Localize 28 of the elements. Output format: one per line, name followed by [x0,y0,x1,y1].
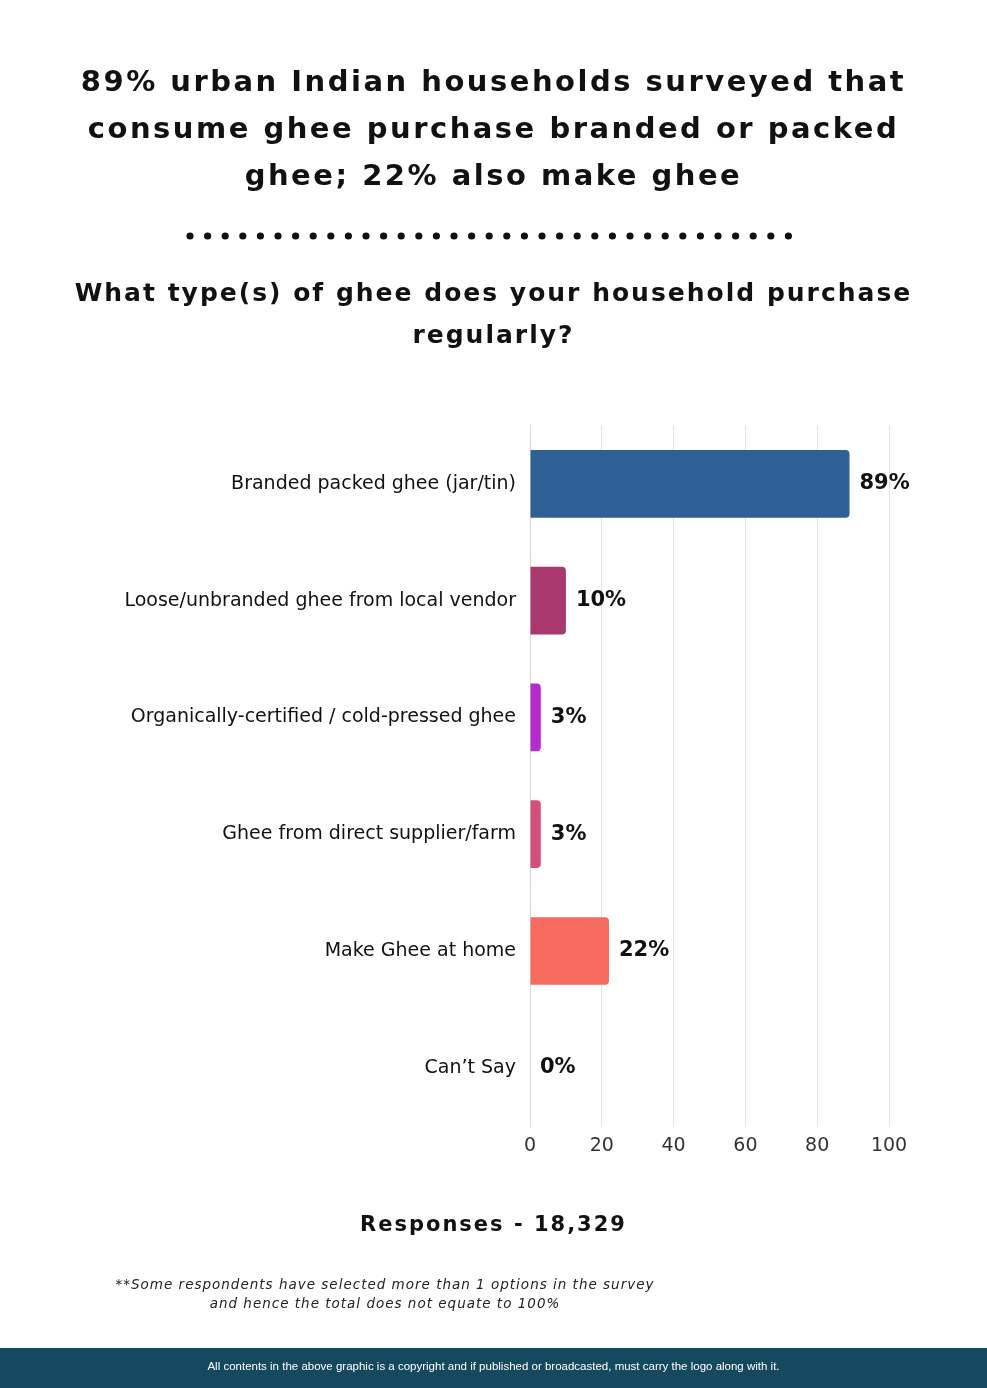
x-tick-label: 100 [870,1132,908,1155]
chart-subtitle: What type(s) of ghee does your household purchase regularly? [73,277,914,351]
data-label: 3% [550,820,587,845]
bar [530,683,541,752]
y-tick-label: Ghee from direct supplier/farm [222,821,516,844]
data-label: 89% [859,470,910,495]
x-tick-label: 60 [733,1132,758,1155]
text: **Some respondents have selected more than 1 options in the survey and hence the total does not equate to 100% [114,1275,656,1313]
data-label: 3% [550,703,587,728]
y-tick-label: Organically-certified / cold-pressed ghee [130,704,516,727]
data-label: 10% [575,587,627,612]
bar [530,800,541,869]
bar [530,917,609,985]
x-tick-label: 80 [805,1132,830,1155]
chart-title: 89% urban Indian households surveyed that consume ghee purchase branded or packed ghee; 22% also make ghee [79,63,908,194]
y-tick-label: Can’t Say [424,1054,516,1077]
x-tick-label: 0 [523,1132,537,1155]
bar [530,449,850,518]
text: All contents in the above graphic is a copyright and if published or broadcasted, must carry the logo along with it. [0,1348,987,1388]
x-tick-label: 40 [661,1132,686,1155]
y-tick-label: Make Ghee at home [324,937,516,960]
x-tick-label: 20 [589,1132,614,1155]
text: Responses - 18,329 [359,1212,628,1236]
data-label: 0% [540,1054,576,1079]
y-tick-label: Branded packed ghee (jar/tin) [231,470,516,493]
bar [530,566,566,635]
y-tick-label: Loose/unbranded ghee from local vendor [124,587,517,610]
data-label: 22% [618,937,670,962]
